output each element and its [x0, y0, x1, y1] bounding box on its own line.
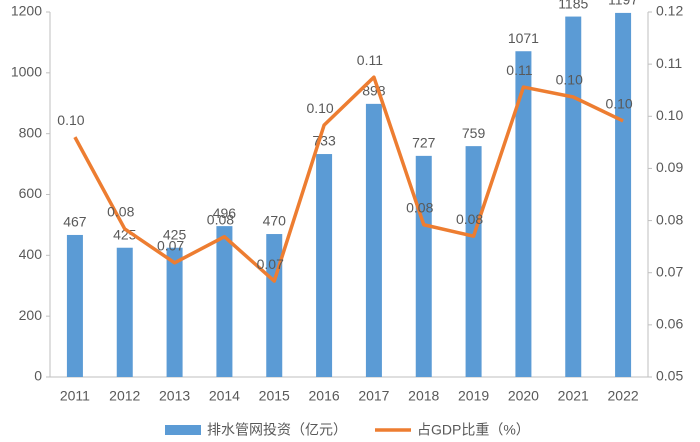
line-value-label: 0.08 — [456, 211, 483, 227]
line-value-label: 0.08 — [207, 211, 234, 227]
x-tick-label: 2016 — [309, 388, 340, 404]
bar — [365, 103, 382, 377]
line — [73, 75, 624, 283]
bar — [66, 234, 83, 377]
y2-tick-label: 0.10 — [656, 107, 683, 123]
legend-label: 占GDP比重（%） — [417, 422, 530, 438]
line-value-label: 0.08 — [107, 204, 134, 220]
y2-tick-label: 0.07 — [656, 263, 683, 279]
bar-value-label: 759 — [462, 125, 486, 141]
bar-value-label: 1185 — [558, 0, 588, 11]
bar — [465, 146, 482, 377]
x-tick-label: 2020 — [508, 388, 539, 404]
bar — [116, 247, 133, 377]
bar — [415, 155, 432, 377]
line-value-label: 0.11 — [506, 62, 532, 78]
line-value-label: 0.10 — [306, 100, 333, 116]
line-value-label: 0.10 — [605, 96, 632, 112]
y2-tick-label: 0.09 — [656, 159, 683, 175]
y2-tick-label: 0.12 — [656, 3, 683, 19]
line-value-label: 0.11 — [357, 52, 383, 68]
bar-value-label: 1071 — [508, 30, 539, 46]
bar — [216, 226, 233, 377]
y-tick-label: 600 — [19, 185, 43, 201]
bar-value-label: 425 — [113, 226, 137, 242]
y-tick-label: 200 — [19, 307, 43, 323]
y2-tick-label: 0.05 — [656, 368, 683, 384]
y-tick-label: 800 — [19, 124, 43, 140]
y-tick-label: 1200 — [11, 3, 42, 19]
bar — [615, 12, 632, 377]
x-tick-label: 2015 — [259, 388, 290, 404]
bar — [166, 247, 183, 377]
bar-value-label: 1197 — [608, 0, 638, 8]
y2-tick-label: 0.08 — [656, 211, 683, 227]
bar-value-label: 467 — [63, 214, 87, 230]
legend-swatch — [165, 425, 201, 435]
x-tick-label: 2021 — [558, 388, 589, 404]
y-tick-label: 0 — [34, 368, 42, 384]
x-tick-label: 2012 — [109, 388, 140, 404]
y-tick-label: 1000 — [11, 64, 42, 80]
bar — [515, 51, 532, 378]
legend-label: 排水管网投资（亿元） — [207, 422, 347, 438]
bar-value-label: 470 — [263, 213, 287, 229]
y-tick-label: 400 — [19, 246, 43, 262]
line-value-label: 0.07 — [257, 256, 284, 272]
x-tick-label: 2013 — [159, 388, 190, 404]
line-value-label: 0.07 — [157, 238, 184, 254]
x-tick-label: 2018 — [408, 388, 439, 404]
y2-tick-label: 0.06 — [656, 316, 683, 332]
bar-value-label: 727 — [412, 135, 436, 151]
line-value-label: 0.10 — [57, 112, 84, 128]
bar-value-label: 425 — [163, 226, 187, 242]
x-tick-label: 2014 — [209, 388, 240, 404]
x-tick-label: 2011 — [60, 388, 90, 404]
x-tick-label: 2019 — [458, 388, 489, 404]
x-tick-label: 2017 — [358, 388, 389, 404]
bar-value-label: 496 — [213, 205, 237, 221]
line-value-label: 0.08 — [406, 199, 433, 215]
bar — [316, 154, 333, 377]
y2-tick-label: 0.11 — [656, 55, 682, 71]
x-tick-label: 2022 — [608, 388, 639, 404]
bar — [565, 16, 582, 377]
line-value-label: 0.10 — [556, 72, 583, 88]
